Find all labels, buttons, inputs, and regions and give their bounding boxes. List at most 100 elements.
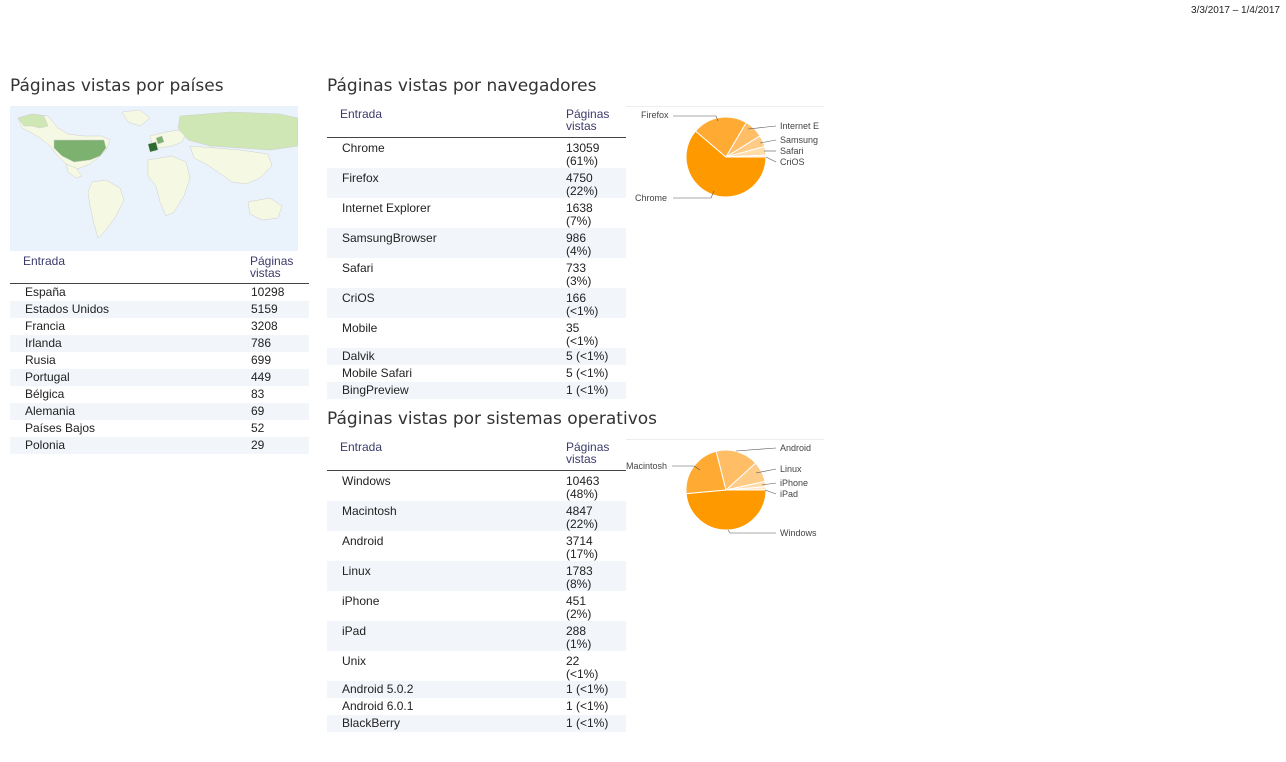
- column-header-entry[interactable]: Entrada: [10, 255, 250, 284]
- row-views-percent: (8%): [566, 577, 592, 591]
- row-views-percent: (22%): [566, 184, 599, 198]
- map-spain: [147, 141, 159, 153]
- column-header-views[interactable]: Páginas vistas: [250, 255, 309, 284]
- map-africa: [147, 155, 191, 217]
- os-pie-chart[interactable]: Android Macintosh Linux iPhone iPad Windows: [626, 440, 826, 550]
- row-views: 4847 (22%): [566, 501, 626, 531]
- table-row[interactable]: Francia 3208: [10, 318, 309, 335]
- world-map[interactable]: [10, 106, 298, 251]
- row-views: 1 (<1%): [566, 382, 626, 399]
- pie-slice[interactable]: [694, 116, 748, 158]
- table-row[interactable]: Android 5.0.2 1 (<1%): [327, 681, 626, 698]
- table-row[interactable]: Rusia 699: [10, 352, 309, 369]
- row-entry: BlackBerry: [327, 715, 566, 732]
- row-views-percent: (3%): [566, 274, 592, 288]
- row-views-percent: (61%): [566, 154, 599, 168]
- row-views: 10298: [251, 285, 285, 299]
- table-row[interactable]: Mobile Safari 5 (<1%): [327, 365, 626, 382]
- table-row[interactable]: Firefox 4750 (22%): [327, 168, 626, 198]
- row-views: 52: [251, 421, 265, 435]
- column-header-entry[interactable]: Entrada: [327, 441, 566, 471]
- column-header-entry[interactable]: Entrada: [327, 108, 566, 138]
- pie-slice[interactable]: [685, 489, 767, 531]
- row-views: 733 (3%): [566, 258, 626, 288]
- pie-label-leader: [765, 156, 777, 163]
- table-row[interactable]: Países Bajos 52: [10, 420, 309, 437]
- row-entry: Mobile: [342, 321, 378, 335]
- row-entry: Linux: [327, 561, 566, 591]
- row-views: 449: [250, 369, 309, 386]
- row-views: 699: [251, 353, 272, 367]
- table-row[interactable]: Safari 733 (3%): [327, 258, 626, 288]
- map-australia: [247, 197, 283, 221]
- pie-slice[interactable]: [725, 154, 767, 158]
- map-united-states: [53, 139, 107, 163]
- pie-label-leader: [673, 190, 715, 199]
- table-row[interactable]: Unix 22 (<1%): [327, 651, 626, 681]
- table-row[interactable]: Macintosh 4847 (22%): [327, 501, 626, 531]
- table-row[interactable]: Chrome 13059 (61%): [327, 138, 626, 169]
- table-row[interactable]: Estados Unidos 5159: [10, 301, 309, 318]
- browsers-section-title: Páginas vistas por navegadores: [327, 76, 597, 96]
- row-views: 166 (<1%): [566, 288, 626, 318]
- table-row[interactable]: Windows 10463 (48%): [327, 471, 626, 502]
- table-row[interactable]: Irlanda 786: [10, 335, 309, 352]
- countries-table: Entrada Páginas vistas España 10298 Estado…: [10, 255, 309, 454]
- table-row[interactable]: Linux 1783 (8%): [327, 561, 626, 591]
- row-views-count: 166: [566, 291, 587, 305]
- row-entry: Safari: [342, 261, 374, 275]
- row-views-percent: (<1%): [566, 667, 599, 681]
- row-entry: iPhone: [342, 594, 380, 608]
- table-row[interactable]: España 10298: [10, 284, 309, 302]
- row-views-percent: (22%): [566, 517, 599, 531]
- table-row[interactable]: BingPreview 1 (<1%): [327, 382, 626, 399]
- table-row[interactable]: Alemania 69: [10, 403, 309, 420]
- row-entry: Unix: [342, 654, 367, 668]
- pie-slice[interactable]: [715, 449, 757, 491]
- os-section-title: Páginas vistas por sistemas operativos: [327, 409, 658, 429]
- table-row[interactable]: Android 3714 (17%): [327, 531, 626, 561]
- pie-slice[interactable]: [725, 486, 767, 491]
- row-views: 1638 (7%): [566, 198, 626, 228]
- row-views: 1 (<1%): [566, 699, 609, 713]
- browsers-pie-chart[interactable]: Firefox Internet E Samsung Safari CriOS Chrom…: [626, 107, 826, 217]
- table-header-row: Entrada Páginas vistas: [327, 108, 626, 138]
- row-entry: Mobile Safari: [342, 366, 413, 380]
- pie-label: Linux: [780, 464, 802, 474]
- table-row[interactable]: iPad 288 (1%): [327, 621, 626, 651]
- pie-label-leader: [672, 465, 701, 471]
- table-row[interactable]: CriOS 166 (<1%): [327, 288, 626, 318]
- date-range-label[interactable]: 3/3/2017 – 1/4/2017: [1191, 5, 1280, 16]
- table-row[interactable]: Dalvik 5 (<1%): [327, 348, 626, 365]
- row-entry: Estados Unidos: [10, 301, 250, 318]
- pie-label-leader: [747, 125, 777, 130]
- pie-label: Android: [780, 443, 811, 453]
- row-entry: Francia: [25, 319, 66, 333]
- table-row[interactable]: iPhone 451 (2%): [327, 591, 626, 621]
- row-views-percent: (17%): [566, 547, 599, 561]
- table-row[interactable]: BlackBerry 1 (<1%): [327, 715, 626, 732]
- map-russia: [177, 111, 298, 151]
- row-views: 22 (<1%): [566, 651, 626, 681]
- table-row[interactable]: Android 6.0.1 1 (<1%): [327, 698, 626, 715]
- row-entry: CriOS: [327, 288, 566, 318]
- map-south-america: [87, 179, 125, 239]
- countries-table-body: España 10298 Estados Unidos 5159 Francia 3208…: [10, 284, 309, 454]
- row-views: 83: [251, 387, 265, 401]
- row-entry: España: [25, 285, 66, 299]
- table-row[interactable]: Bélgica 83: [10, 386, 309, 403]
- row-entry: Irlanda: [10, 335, 250, 352]
- row-views-count: 4750: [566, 171, 593, 185]
- table-row[interactable]: Mobile 35 (<1%): [327, 318, 626, 348]
- column-header-views[interactable]: Páginas vistas: [566, 108, 626, 138]
- table-row[interactable]: Internet Explorer 1638 (7%): [327, 198, 626, 228]
- world-map-graphic: [10, 106, 298, 251]
- table-row[interactable]: Polonia 29: [10, 437, 309, 454]
- pie-slice[interactable]: [685, 450, 727, 495]
- pie-label: iPad: [780, 489, 798, 499]
- table-row[interactable]: SamsungBrowser 986 (4%): [327, 228, 626, 258]
- column-header-views[interactable]: Páginas vistas: [566, 441, 626, 471]
- table-row[interactable]: Portugal 449: [10, 369, 309, 386]
- map-france: [155, 135, 165, 145]
